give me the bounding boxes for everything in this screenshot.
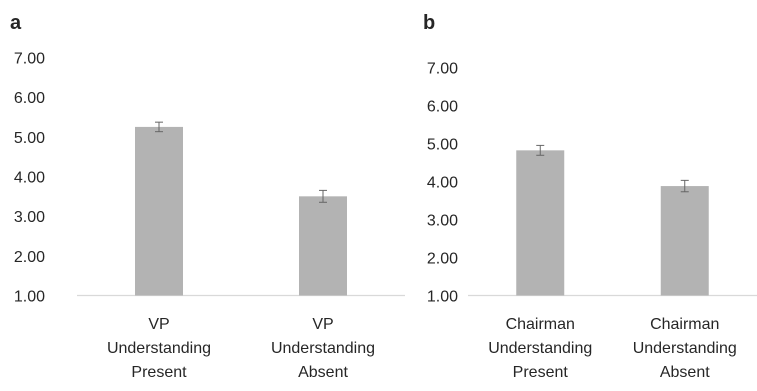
panel-a-plot: 1.00 2.00 3.00 4.00 5.00 6.00 7.00 VP Understand… bbox=[14, 51, 405, 381]
y-tick-label: 2.00 bbox=[14, 249, 45, 266]
error-bar bbox=[536, 144, 545, 156]
y-tick-label: 2.00 bbox=[427, 251, 458, 268]
panel-a: a 1.00 2.00 3.00 4.00 5.00 6.00 7.00 VP Understa… bbox=[10, 12, 405, 381]
y-tick-label: 4.00 bbox=[427, 175, 458, 192]
error-bar bbox=[155, 121, 163, 133]
y-tick-label: 1.00 bbox=[427, 289, 458, 306]
y-tick-label: 5.00 bbox=[14, 130, 45, 147]
x-category-label: VP Understanding Present bbox=[107, 316, 211, 381]
x-category-label: Chairman Understanding Present bbox=[488, 316, 592, 381]
y-tick-label: 7.00 bbox=[14, 51, 45, 68]
panel-b-letter: b bbox=[423, 12, 435, 34]
y-tick-label: 5.00 bbox=[427, 137, 458, 154]
y-tick-label: 3.00 bbox=[14, 209, 45, 226]
error-bar bbox=[319, 189, 327, 203]
x-category-label: Chairman Understanding Absent bbox=[633, 316, 737, 381]
error-bar bbox=[680, 179, 689, 193]
bar bbox=[660, 186, 709, 296]
panel-b-plot: 1.00 2.00 3.00 4.00 5.00 6.00 7.00 Chairman Unde… bbox=[427, 61, 757, 381]
panel-a-letter: a bbox=[10, 12, 22, 34]
bar bbox=[135, 126, 183, 296]
y-tick-label: 6.00 bbox=[427, 99, 458, 116]
y-tick-label: 3.00 bbox=[427, 213, 458, 230]
y-tick-label: 4.00 bbox=[14, 170, 45, 187]
y-tick-label: 7.00 bbox=[427, 61, 458, 78]
panel-b: b 1.00 2.00 3.00 4.00 5.00 6.00 7.00 Chairman Un… bbox=[423, 12, 757, 381]
bar bbox=[299, 196, 347, 296]
x-category-label: VP Understanding Absent bbox=[271, 316, 375, 381]
bar bbox=[516, 150, 565, 296]
y-tick-label: 1.00 bbox=[14, 289, 45, 306]
y-tick-label: 6.00 bbox=[14, 90, 45, 107]
